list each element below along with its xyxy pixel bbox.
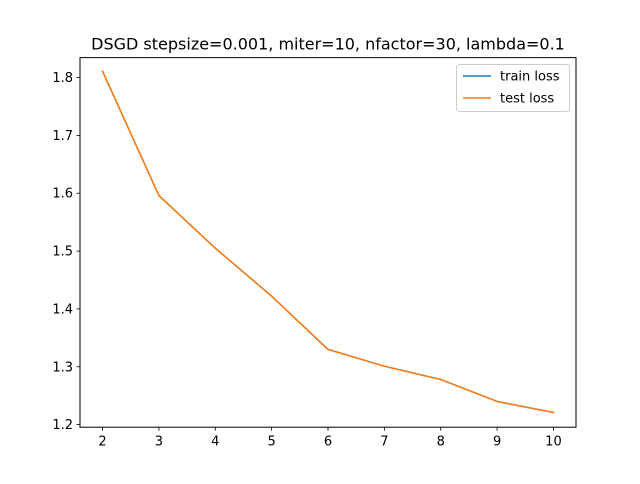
legend-label-train-loss: train loss [500, 70, 560, 85]
plot-frame [79, 57, 577, 428]
y-tick-label: 1.5 [52, 245, 73, 260]
y-tick-label: 1.3 [52, 360, 73, 375]
x-axis: 2 3 4 5 6 7 8 9 10 [98, 427, 562, 450]
legend-label-test-loss: test loss [500, 92, 554, 107]
x-tick-label: 4 [211, 435, 219, 450]
chart-title: DSGD stepsize=0.001, miter=10, nfactor=3… [91, 35, 565, 54]
x-tick-label: 3 [155, 435, 163, 450]
plot-lines [101, 70, 555, 414]
x-tick-label: 2 [98, 435, 106, 450]
x-tick-label: 5 [267, 435, 275, 450]
y-tick-label: 1.4 [52, 302, 73, 317]
x-tick-label: 9 [493, 435, 501, 450]
x-tick-label: 6 [324, 435, 332, 450]
series-line-train-loss [101, 70, 555, 414]
y-tick-label: 1.6 [52, 187, 73, 202]
series-line-test-loss [101, 70, 555, 414]
x-tick-label: 7 [380, 435, 388, 450]
y-axis: 1.2 1.3 1.4 1.5 1.6 1.7 1.8 [52, 71, 80, 433]
y-tick-label: 1.7 [52, 129, 73, 144]
x-tick-label: 10 [545, 435, 562, 450]
y-tick-label: 1.2 [52, 418, 73, 433]
legend: train loss test loss [456, 64, 570, 112]
x-tick-label: 8 [437, 435, 445, 450]
y-tick-label: 1.8 [52, 71, 73, 86]
